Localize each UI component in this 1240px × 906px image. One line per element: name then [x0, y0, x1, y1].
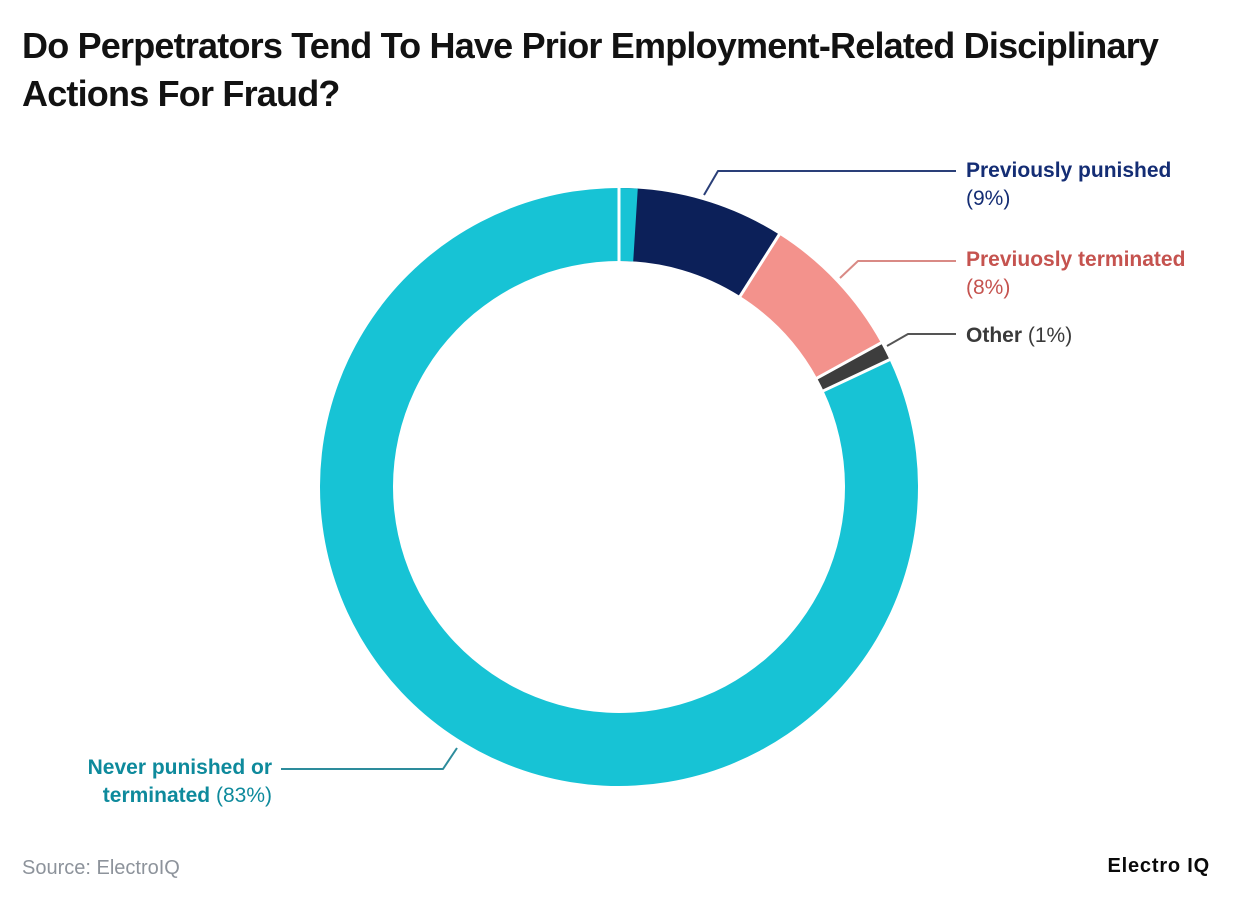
callout-label-line2: terminated — [102, 784, 211, 807]
leader-line-other — [886, 333, 956, 347]
callout-value: (1%) — [1027, 324, 1073, 347]
callout-value: (9%) — [966, 187, 1011, 210]
brand-logo: Electro IQ — [1107, 855, 1210, 877]
callout-label: Previuosly terminated — [966, 248, 1186, 271]
segment-separator — [738, 232, 782, 298]
callout-label: Previously punished — [966, 159, 1172, 182]
donut-segment-previuosly-terminated — [740, 234, 882, 379]
segment-separator — [821, 357, 892, 393]
callout-other: Other (1%) — [966, 322, 1072, 350]
callout-previously-punished: Previously punished (9%) — [966, 157, 1171, 213]
donut-segment-other — [817, 342, 890, 391]
callout-value: (8%) — [966, 276, 1011, 299]
chart-title: Do Perpetrators Tend To Have Prior Emplo… — [22, 25, 1159, 114]
callout-previously-terminated: Previuosly terminated (8%) — [966, 246, 1185, 302]
leader-line-previously-punished — [703, 170, 956, 196]
donut-segment-previously-punished — [619, 188, 780, 297]
callout-label-line1: Never punished or — [87, 756, 272, 779]
leader-line-never-punished-or-terminated — [281, 747, 458, 770]
callout-label: Other — [966, 324, 1023, 347]
leader-line-previuosly-terminated — [839, 260, 956, 279]
callout-value: (83%) — [215, 784, 272, 807]
segment-separator — [815, 341, 883, 380]
callout-never-punished: Never punished or terminated (83%) — [38, 754, 272, 810]
source-note: Source: ElectroIQ — [22, 857, 180, 879]
